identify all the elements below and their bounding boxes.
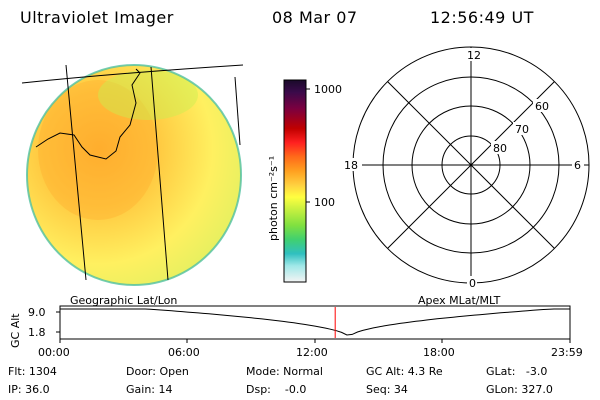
altitude-curve: [60, 308, 570, 336]
status-ip: IP: 36.0: [8, 383, 50, 396]
polar-plot: 12 18 6 0 60 70 80: [342, 46, 590, 290]
lon-line: [65, 64, 87, 281]
status-gc-alt: GC Alt: 4.3 Re: [366, 365, 443, 378]
colorbar-scale: [283, 79, 307, 283]
timeline-right-label: Apex MLat/MLT: [418, 294, 501, 307]
status-glat: GLat: -3.0: [486, 365, 548, 378]
status-dsp: Dsp: -0.0: [246, 383, 307, 396]
coastline: [35, 68, 141, 160]
colorbar-unit-label: photon cm⁻²s⁻¹: [267, 156, 280, 241]
status-seq: Seq: 34: [366, 383, 408, 396]
mlt-label-6: 6: [574, 159, 581, 172]
image-time: 12:56:49 UT: [430, 8, 534, 27]
status-mode: Mode: Normal: [246, 365, 323, 378]
colorbar: 1000 100 photon cm⁻²s⁻¹: [267, 79, 342, 283]
timeline-x-tick: 23:59: [551, 346, 583, 359]
status-glon: GLon: 327.0: [486, 383, 553, 396]
lon-line: [150, 66, 169, 281]
mlt-label-18: 18: [344, 159, 358, 172]
timeline-x-tick: 06:00: [168, 346, 200, 359]
colorbar-tick-label: 1000: [314, 83, 342, 96]
status-door: Door: Open: [126, 365, 189, 378]
auroral-image: [21, 64, 244, 286]
timeline-left-label: Geographic Lat/Lon: [70, 294, 178, 307]
timeline-x-tick: 18:00: [423, 346, 455, 359]
mlt-label-0: 0: [469, 277, 476, 290]
status-gain: Gain: 14: [126, 383, 173, 396]
lon-line: [234, 76, 241, 146]
timeline-y-tick: 9.0: [28, 306, 46, 319]
instrument-title: Ultraviolet Imager: [20, 8, 174, 27]
timeline-y-tick: 1.8: [28, 326, 46, 339]
timeline-axis-label: GC Alt: [9, 313, 22, 348]
lat-label-60: 60: [535, 100, 549, 113]
image-date: 08 Mar 07: [272, 8, 358, 27]
timeline-x-tick: 00:00: [38, 346, 70, 359]
timeline-x-tick: 12:00: [296, 346, 328, 359]
mlt-label-12: 12: [467, 49, 481, 62]
lat-label-70: 70: [515, 123, 529, 136]
altitude-timeline: GC Alt 9.0 1.8: [9, 305, 571, 348]
colorbar-tick-label: 100: [314, 196, 335, 209]
lat-line: [21, 64, 244, 84]
lat-label-80: 80: [493, 142, 507, 155]
status-flight: Flt: 1304: [8, 365, 57, 378]
timeline-frame: [59, 305, 571, 340]
